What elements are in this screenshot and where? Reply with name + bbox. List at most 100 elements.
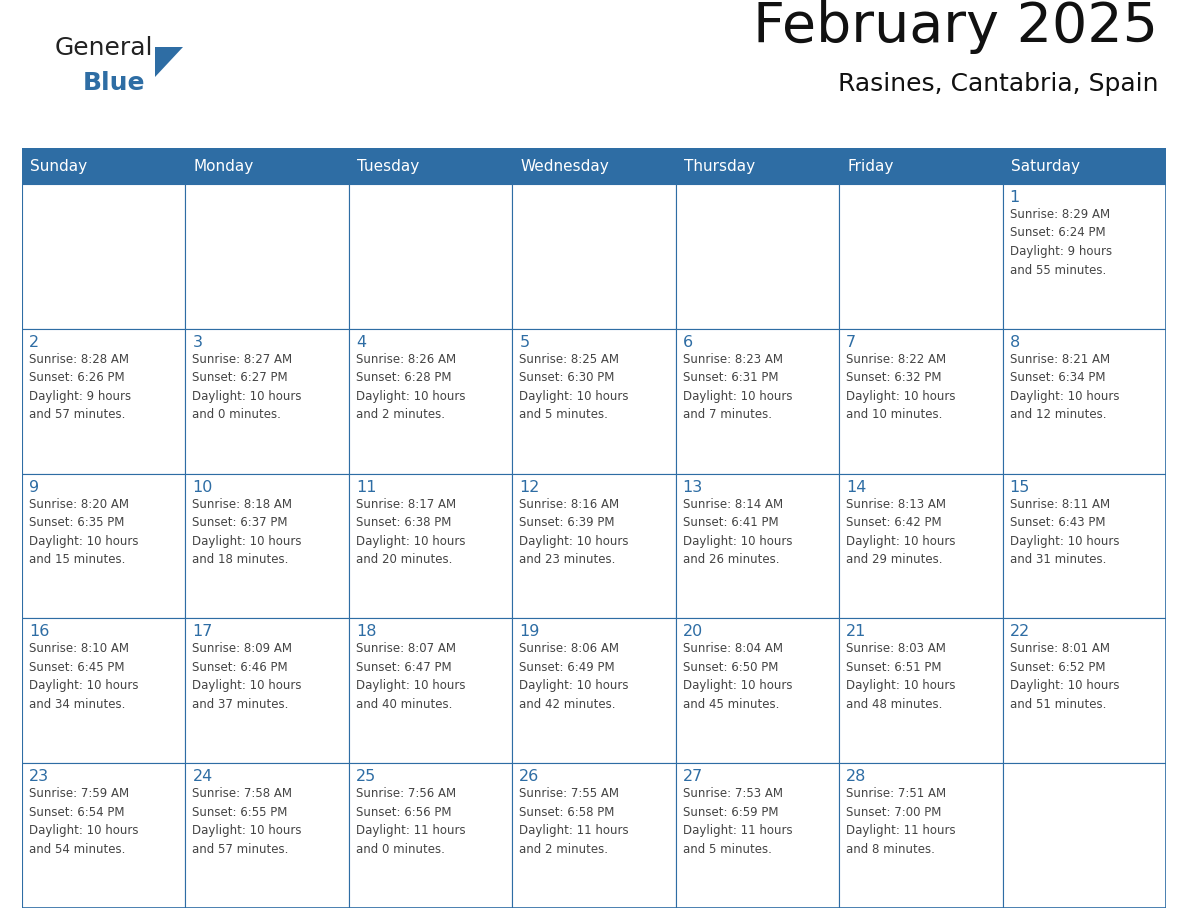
Text: Sunrise: 8:21 AM
Sunset: 6:34 PM
Daylight: 10 hours
and 12 minutes.: Sunrise: 8:21 AM Sunset: 6:34 PM Dayligh… <box>1010 353 1119 421</box>
Bar <box>185 474 349 619</box>
Text: 13: 13 <box>683 479 703 495</box>
Text: 16: 16 <box>29 624 50 640</box>
Bar <box>185 148 349 184</box>
Text: 15: 15 <box>1010 479 1030 495</box>
Text: Monday: Monday <box>194 159 254 174</box>
Bar <box>839 619 1003 763</box>
Text: Sunrise: 7:51 AM
Sunset: 7:00 PM
Daylight: 11 hours
and 8 minutes.: Sunrise: 7:51 AM Sunset: 7:00 PM Dayligh… <box>846 788 956 856</box>
Text: 21: 21 <box>846 624 866 640</box>
Bar <box>349 148 512 184</box>
Text: Sunrise: 7:58 AM
Sunset: 6:55 PM
Daylight: 10 hours
and 57 minutes.: Sunrise: 7:58 AM Sunset: 6:55 PM Dayligh… <box>192 788 302 856</box>
Bar <box>676 763 839 908</box>
Bar <box>839 329 1003 474</box>
Bar <box>839 184 1003 329</box>
Bar <box>676 619 839 763</box>
Bar <box>1003 474 1165 619</box>
Text: 8: 8 <box>1010 335 1019 350</box>
Text: Sunrise: 7:56 AM
Sunset: 6:56 PM
Daylight: 11 hours
and 0 minutes.: Sunrise: 7:56 AM Sunset: 6:56 PM Dayligh… <box>356 788 466 856</box>
Bar <box>349 619 512 763</box>
Bar <box>349 329 512 474</box>
Bar <box>23 148 185 184</box>
Bar <box>349 184 512 329</box>
Text: Wednesday: Wednesday <box>520 159 609 174</box>
Text: Sunrise: 8:06 AM
Sunset: 6:49 PM
Daylight: 10 hours
and 42 minutes.: Sunrise: 8:06 AM Sunset: 6:49 PM Dayligh… <box>519 643 628 711</box>
Text: Sunrise: 8:03 AM
Sunset: 6:51 PM
Daylight: 10 hours
and 48 minutes.: Sunrise: 8:03 AM Sunset: 6:51 PM Dayligh… <box>846 643 955 711</box>
Text: Sunrise: 8:16 AM
Sunset: 6:39 PM
Daylight: 10 hours
and 23 minutes.: Sunrise: 8:16 AM Sunset: 6:39 PM Dayligh… <box>519 498 628 566</box>
Text: 19: 19 <box>519 624 539 640</box>
Text: 22: 22 <box>1010 624 1030 640</box>
Text: Sunrise: 8:29 AM
Sunset: 6:24 PM
Daylight: 9 hours
and 55 minutes.: Sunrise: 8:29 AM Sunset: 6:24 PM Dayligh… <box>1010 208 1112 276</box>
Bar <box>23 474 185 619</box>
Text: 3: 3 <box>192 335 202 350</box>
Bar <box>349 474 512 619</box>
Bar <box>23 329 185 474</box>
Text: 9: 9 <box>29 479 39 495</box>
Text: Sunrise: 8:18 AM
Sunset: 6:37 PM
Daylight: 10 hours
and 18 minutes.: Sunrise: 8:18 AM Sunset: 6:37 PM Dayligh… <box>192 498 302 566</box>
Bar <box>1003 148 1165 184</box>
Text: Sunrise: 8:17 AM
Sunset: 6:38 PM
Daylight: 10 hours
and 20 minutes.: Sunrise: 8:17 AM Sunset: 6:38 PM Dayligh… <box>356 498 466 566</box>
Text: 17: 17 <box>192 624 213 640</box>
Text: Friday: Friday <box>847 159 893 174</box>
Text: 2: 2 <box>29 335 39 350</box>
Bar <box>185 619 349 763</box>
Text: Sunrise: 7:55 AM
Sunset: 6:58 PM
Daylight: 11 hours
and 2 minutes.: Sunrise: 7:55 AM Sunset: 6:58 PM Dayligh… <box>519 788 628 856</box>
Text: Sunrise: 7:53 AM
Sunset: 6:59 PM
Daylight: 11 hours
and 5 minutes.: Sunrise: 7:53 AM Sunset: 6:59 PM Dayligh… <box>683 788 792 856</box>
Text: Blue: Blue <box>83 71 145 95</box>
Text: 25: 25 <box>356 769 377 784</box>
Text: Rasines, Cantabria, Spain: Rasines, Cantabria, Spain <box>838 72 1158 96</box>
Text: 18: 18 <box>356 624 377 640</box>
Bar <box>1003 763 1165 908</box>
Text: Sunrise: 8:25 AM
Sunset: 6:30 PM
Daylight: 10 hours
and 5 minutes.: Sunrise: 8:25 AM Sunset: 6:30 PM Dayligh… <box>519 353 628 421</box>
Bar <box>1003 329 1165 474</box>
Text: Sunrise: 8:27 AM
Sunset: 6:27 PM
Daylight: 10 hours
and 0 minutes.: Sunrise: 8:27 AM Sunset: 6:27 PM Dayligh… <box>192 353 302 421</box>
Bar <box>676 184 839 329</box>
Text: Sunrise: 8:13 AM
Sunset: 6:42 PM
Daylight: 10 hours
and 29 minutes.: Sunrise: 8:13 AM Sunset: 6:42 PM Dayligh… <box>846 498 955 566</box>
Bar <box>23 184 185 329</box>
Bar <box>349 763 512 908</box>
Text: 10: 10 <box>192 479 213 495</box>
Text: Tuesday: Tuesday <box>356 159 419 174</box>
Bar <box>676 329 839 474</box>
Bar <box>676 148 839 184</box>
Text: 1: 1 <box>1010 190 1019 205</box>
Bar <box>839 763 1003 908</box>
Text: Sunrise: 8:04 AM
Sunset: 6:50 PM
Daylight: 10 hours
and 45 minutes.: Sunrise: 8:04 AM Sunset: 6:50 PM Dayligh… <box>683 643 792 711</box>
Text: Sunday: Sunday <box>30 159 87 174</box>
Bar <box>512 474 676 619</box>
Text: 5: 5 <box>519 335 530 350</box>
Text: Saturday: Saturday <box>1011 159 1080 174</box>
Bar <box>1003 619 1165 763</box>
Text: 14: 14 <box>846 479 866 495</box>
Text: 26: 26 <box>519 769 539 784</box>
Bar <box>185 184 349 329</box>
Text: 28: 28 <box>846 769 866 784</box>
Bar <box>839 474 1003 619</box>
Text: General: General <box>55 36 153 60</box>
Text: Sunrise: 8:01 AM
Sunset: 6:52 PM
Daylight: 10 hours
and 51 minutes.: Sunrise: 8:01 AM Sunset: 6:52 PM Dayligh… <box>1010 643 1119 711</box>
Bar <box>23 619 185 763</box>
Bar <box>185 329 349 474</box>
Text: 6: 6 <box>683 335 693 350</box>
Text: Sunrise: 8:10 AM
Sunset: 6:45 PM
Daylight: 10 hours
and 34 minutes.: Sunrise: 8:10 AM Sunset: 6:45 PM Dayligh… <box>29 643 139 711</box>
Text: 4: 4 <box>356 335 366 350</box>
Bar <box>512 184 676 329</box>
Text: Sunrise: 8:07 AM
Sunset: 6:47 PM
Daylight: 10 hours
and 40 minutes.: Sunrise: 8:07 AM Sunset: 6:47 PM Dayligh… <box>356 643 466 711</box>
Text: Sunrise: 8:09 AM
Sunset: 6:46 PM
Daylight: 10 hours
and 37 minutes.: Sunrise: 8:09 AM Sunset: 6:46 PM Dayligh… <box>192 643 302 711</box>
Text: Sunrise: 8:11 AM
Sunset: 6:43 PM
Daylight: 10 hours
and 31 minutes.: Sunrise: 8:11 AM Sunset: 6:43 PM Dayligh… <box>1010 498 1119 566</box>
Bar <box>1003 184 1165 329</box>
Text: Thursday: Thursday <box>684 159 754 174</box>
Bar <box>839 148 1003 184</box>
Text: Sunrise: 8:26 AM
Sunset: 6:28 PM
Daylight: 10 hours
and 2 minutes.: Sunrise: 8:26 AM Sunset: 6:28 PM Dayligh… <box>356 353 466 421</box>
Text: 11: 11 <box>356 479 377 495</box>
Bar <box>23 763 185 908</box>
Text: Sunrise: 8:22 AM
Sunset: 6:32 PM
Daylight: 10 hours
and 10 minutes.: Sunrise: 8:22 AM Sunset: 6:32 PM Dayligh… <box>846 353 955 421</box>
Text: Sunrise: 8:20 AM
Sunset: 6:35 PM
Daylight: 10 hours
and 15 minutes.: Sunrise: 8:20 AM Sunset: 6:35 PM Dayligh… <box>29 498 139 566</box>
Text: Sunrise: 7:59 AM
Sunset: 6:54 PM
Daylight: 10 hours
and 54 minutes.: Sunrise: 7:59 AM Sunset: 6:54 PM Dayligh… <box>29 788 139 856</box>
Bar <box>512 763 676 908</box>
Bar <box>512 329 676 474</box>
Text: 20: 20 <box>683 624 703 640</box>
Bar <box>512 148 676 184</box>
Bar <box>512 619 676 763</box>
Polygon shape <box>154 47 183 77</box>
Bar <box>185 763 349 908</box>
